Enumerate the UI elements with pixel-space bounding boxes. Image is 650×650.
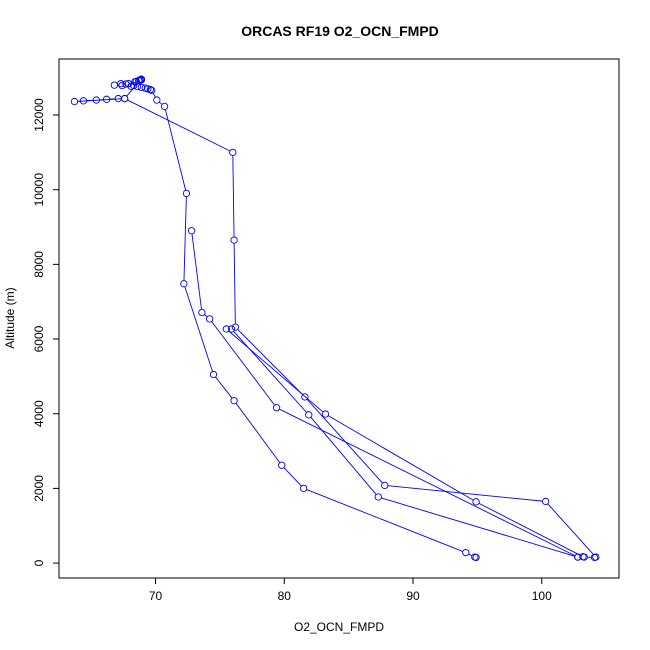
x-tick-label: 70 xyxy=(149,589,163,603)
series-segment xyxy=(381,497,575,557)
data-point xyxy=(124,79,133,88)
data-point xyxy=(472,498,480,506)
y-tick-label: 8000 xyxy=(32,251,46,278)
series-segment xyxy=(191,233,202,310)
series-segment xyxy=(237,329,303,395)
series-segment xyxy=(183,196,187,281)
series-segment xyxy=(547,503,594,555)
data-point xyxy=(299,484,308,493)
data-point xyxy=(180,280,188,288)
series-points xyxy=(70,75,600,562)
data-point xyxy=(137,83,146,92)
series-segment xyxy=(211,321,275,406)
series-segment xyxy=(152,93,156,98)
data-point xyxy=(122,80,130,88)
series-segment xyxy=(279,408,576,557)
series-segment xyxy=(215,376,233,399)
data-point xyxy=(198,308,206,317)
data-point xyxy=(187,227,196,235)
y-tick-label: 2000 xyxy=(32,475,46,502)
data-point xyxy=(227,325,236,333)
data-point xyxy=(118,81,126,90)
data-point xyxy=(541,497,550,506)
data-point xyxy=(209,370,218,379)
data-point xyxy=(230,236,238,244)
series-segment xyxy=(159,101,163,105)
x-tick-label: 90 xyxy=(406,589,420,603)
series-segment xyxy=(233,331,307,413)
data-point xyxy=(148,86,156,95)
series-segment xyxy=(306,489,463,552)
data-point xyxy=(222,325,231,333)
data-point xyxy=(182,189,191,198)
plot-frame xyxy=(58,58,620,579)
data-point xyxy=(278,461,286,469)
series-segment xyxy=(387,485,543,502)
series-segment xyxy=(478,502,581,556)
data-point xyxy=(272,404,281,412)
data-point xyxy=(574,553,582,561)
y-tick-label: 4000 xyxy=(32,400,46,427)
data-point xyxy=(92,96,100,104)
y-axis-label: Altitude (m) xyxy=(3,287,17,348)
series-segment xyxy=(184,286,213,372)
series-segment xyxy=(164,109,187,191)
data-point xyxy=(231,323,240,331)
data-point xyxy=(462,548,470,557)
x-tick-label: 80 xyxy=(278,589,292,603)
y-axis: 0 2000 4000 6000 8000 10000 12000 xyxy=(32,98,59,566)
data-point xyxy=(153,96,161,104)
y-tick-label: 6000 xyxy=(32,325,46,352)
series-lines xyxy=(77,82,594,558)
series-segment xyxy=(232,155,235,237)
data-point xyxy=(160,102,169,111)
data-point xyxy=(110,81,119,89)
chart-title: ORCAS RF19 O2_OCN_FMPD xyxy=(241,23,439,39)
y-tick-label: 0 xyxy=(32,559,46,566)
data-point xyxy=(121,94,129,103)
data-point xyxy=(141,84,149,92)
series-segment xyxy=(283,467,302,487)
x-axis: 70 80 90 100 xyxy=(149,578,552,603)
series-segment xyxy=(468,553,473,557)
data-point xyxy=(301,393,309,401)
data-point xyxy=(205,315,214,323)
data-point xyxy=(132,77,140,86)
data-point xyxy=(381,481,389,490)
data-point xyxy=(70,97,79,106)
data-point xyxy=(590,553,599,562)
series-segment xyxy=(127,99,231,152)
data-point xyxy=(579,553,587,561)
data-point xyxy=(102,95,111,103)
data-point xyxy=(305,411,313,419)
series-segment xyxy=(204,314,208,318)
data-point xyxy=(374,493,382,501)
data-point xyxy=(321,410,330,418)
series-segment xyxy=(228,330,324,413)
data-point xyxy=(471,553,479,561)
data-point xyxy=(79,97,88,105)
series-segment xyxy=(233,243,236,324)
series-segment xyxy=(328,415,474,501)
series-segment xyxy=(310,417,377,495)
x-tick-label: 100 xyxy=(532,589,552,603)
data-point xyxy=(229,148,237,156)
x-axis-label: O2_OCN_FMPD xyxy=(294,620,384,634)
y-tick-label: 10000 xyxy=(32,173,46,207)
series-segment xyxy=(235,403,281,463)
data-point xyxy=(136,76,144,84)
data-point xyxy=(230,396,238,405)
y-tick-label: 12000 xyxy=(32,98,46,132)
